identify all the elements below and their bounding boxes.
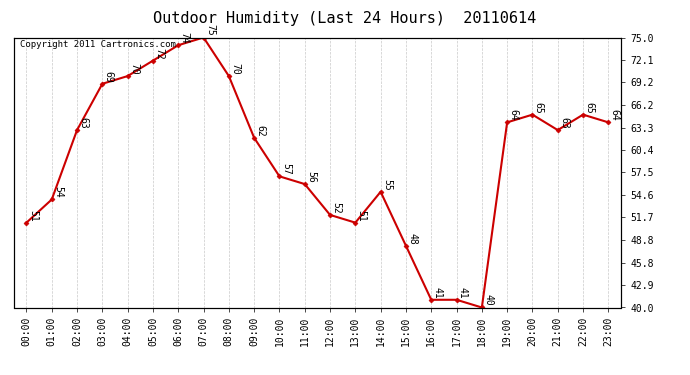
Text: 72: 72 <box>155 48 164 59</box>
Text: 57: 57 <box>281 163 291 175</box>
Text: 41: 41 <box>458 286 468 298</box>
Text: 74: 74 <box>179 32 190 44</box>
Text: 51: 51 <box>357 210 367 221</box>
Text: 63: 63 <box>559 117 569 129</box>
Text: 52: 52 <box>331 202 342 213</box>
Text: 65: 65 <box>534 102 544 113</box>
Text: 55: 55 <box>382 178 392 190</box>
Text: 64: 64 <box>610 109 620 121</box>
Text: 48: 48 <box>407 232 417 244</box>
Text: 69: 69 <box>104 70 114 82</box>
Text: 63: 63 <box>79 117 88 129</box>
Text: Outdoor Humidity (Last 24 Hours)  20110614: Outdoor Humidity (Last 24 Hours) 2011061… <box>153 11 537 26</box>
Text: 51: 51 <box>28 210 38 221</box>
Text: 75: 75 <box>205 24 215 36</box>
Text: 62: 62 <box>255 124 266 136</box>
Text: 64: 64 <box>509 109 519 121</box>
Text: 56: 56 <box>306 171 316 183</box>
Text: 40: 40 <box>483 294 493 306</box>
Text: 70: 70 <box>230 63 240 75</box>
Text: Copyright 2011 Cartronics.com: Copyright 2011 Cartronics.com <box>20 40 176 49</box>
Text: 41: 41 <box>433 286 443 298</box>
Text: 65: 65 <box>584 102 595 113</box>
Text: 54: 54 <box>53 186 63 198</box>
Text: 70: 70 <box>129 63 139 75</box>
